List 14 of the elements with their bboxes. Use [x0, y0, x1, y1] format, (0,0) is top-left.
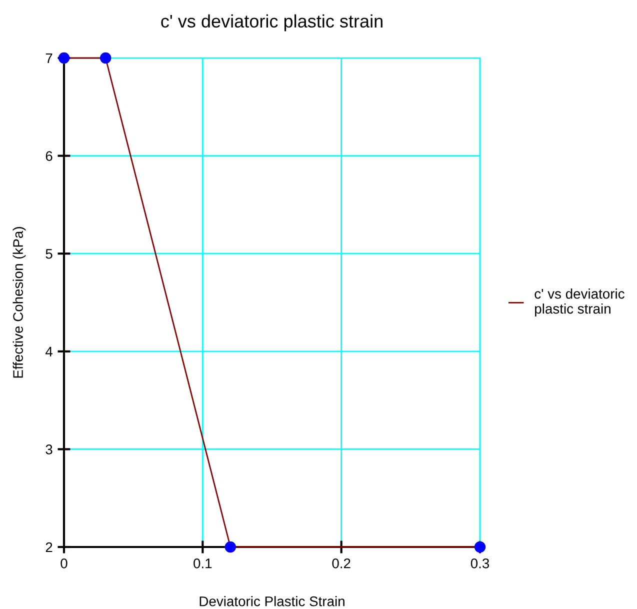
y-tick-label: 2: [46, 542, 52, 552]
y-tick-label: 3: [46, 444, 52, 454]
x-axis-title: Deviatoric Plastic Strain: [200, 596, 344, 606]
y-tick-label: 6: [46, 151, 52, 161]
x-tick-label: 0.1: [194, 558, 212, 568]
x-tick-label: 0.2: [332, 558, 350, 568]
chart-title: c' vs deviatoric plastic strain: [161, 14, 382, 32]
y-axis-title: Effective Cohesion (kPa): [12, 227, 26, 378]
y-tick-label: 4: [45, 346, 52, 356]
legend-label: c' vs deviatoric plastic strain: [534, 288, 624, 316]
y-tick-label: 5: [46, 249, 52, 259]
x-tick-label: 0.3: [470, 558, 490, 568]
y-tick-label: 7: [46, 53, 52, 64]
x-tick-label: 0: [60, 558, 68, 568]
